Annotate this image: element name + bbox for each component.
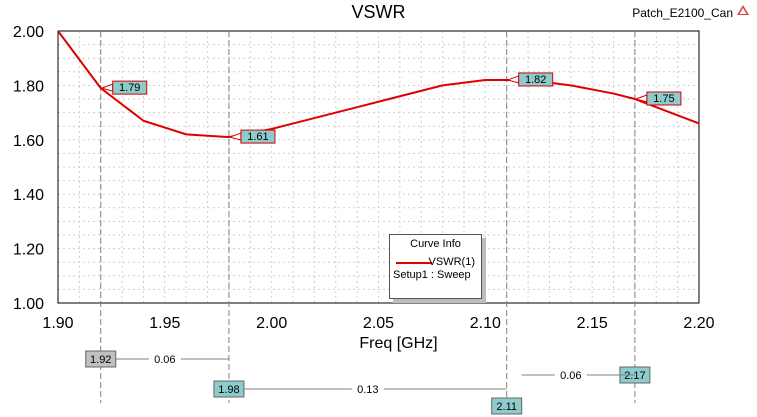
marker-value-label: 1.61 (247, 131, 268, 143)
y-tick-label: 2.00 (13, 24, 44, 41)
curve-layer (57, 30, 700, 139)
marker-pointer (506, 75, 520, 84)
y-tick-label: 1.00 (13, 296, 44, 313)
legend-setup-label: Setup1 : Sweep (393, 269, 471, 281)
marker-box (240, 129, 276, 144)
delta-label: 0.13 (357, 384, 378, 396)
grid (58, 31, 699, 303)
vswr-series-line (57, 30, 700, 139)
delta-readouts: 0.06 0.13 0.06 (115, 352, 635, 396)
delta-label-bg (554, 368, 587, 382)
delta-label-bg (351, 382, 384, 396)
y-tick-label: 1.60 (13, 133, 44, 150)
marker-value-label: 1.75 (653, 93, 674, 105)
delta-label: 0.06 (560, 370, 581, 382)
y-tick-label: 1.80 (13, 78, 44, 95)
x-tick-label: 2.10 (470, 315, 501, 332)
marker-x-label: 1.92 (90, 354, 111, 366)
x-tick-label: 1.90 (42, 315, 73, 332)
chart-title: VSWR (351, 2, 406, 22)
plot-frame (57, 30, 700, 304)
x-tick-label: 2.05 (363, 315, 394, 332)
legend-series-label: VSWR(1) (428, 256, 475, 268)
ansoft-logo-icon (737, 5, 749, 15)
marker-box (646, 91, 682, 106)
markers: 1.79 1.61 1.82 1.75 (100, 72, 682, 144)
x-tick-label: 2.00 (256, 315, 287, 332)
x-tick-label: 2.15 (577, 315, 608, 332)
delta-label: 0.06 (154, 354, 175, 366)
y-tick-label: 1.20 (13, 242, 44, 259)
legend-swatch (396, 262, 432, 264)
marker-lines (100, 31, 636, 403)
x-tick-label: 2.20 (683, 315, 714, 332)
marker-box (112, 80, 148, 95)
project-name: Patch_E2100_Can (632, 6, 733, 20)
legend-title: Curve Info (410, 238, 461, 250)
marker-x-label: 2.11 (496, 401, 517, 413)
tick-labels: 1.90 1.95 2.00 2.05 2.10 2.15 2.20 1.00 1.20 1.40… (13, 24, 715, 332)
marker-x-label: 2.17 (624, 370, 645, 382)
marker-x-label: 1.98 (218, 384, 239, 396)
curve-info-legend[interactable]: Curve Info VSWR(1) Setup1 : Sweep (389, 234, 482, 299)
delta-label-bg (148, 352, 181, 366)
marker-pointer (228, 132, 242, 141)
marker-x-box (491, 397, 523, 415)
marker-value-label: 1.79 (119, 82, 140, 94)
marker-box (518, 72, 554, 87)
x-tick-label: 1.95 (149, 315, 180, 332)
marker-value-label: 1.82 (525, 74, 546, 86)
x-axis-label: Freq [GHz] (359, 335, 437, 352)
y-tick-label: 1.40 (13, 187, 44, 204)
